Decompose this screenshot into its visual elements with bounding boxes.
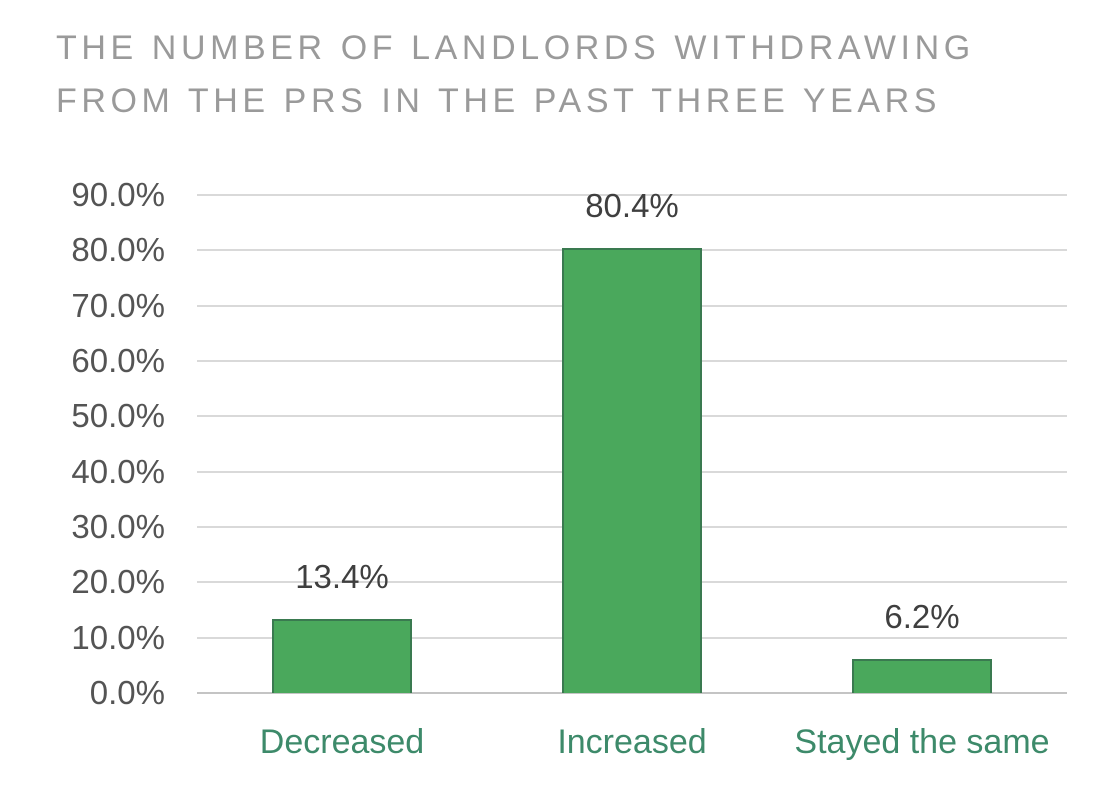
data-label-decreased: 13.4% [295,557,389,595]
data-label-stayed-the-same: 6.2% [884,597,960,635]
data-label-increased: 80.4% [585,187,679,225]
y-tick-label-60.0%: 60.0% [71,342,165,379]
gridline-90.0% [197,194,1067,196]
y-tick-label-90.0%: 90.0% [71,176,165,213]
y-tick-label-80.0%: 80.0% [71,231,165,269]
y-tick-label-50.0%: 50.0% [71,397,165,435]
bar-slot-increased: 80.4% [487,187,777,693]
y-tick-label-70.0%: 70.0% [71,286,165,324]
x-category-label-increased: Increased [557,723,707,761]
gridline-0.0% [197,692,1067,694]
y-tick-label-10.0%: 10.0% [71,618,165,656]
y-tick-label-0.0%: 0.0% [89,674,165,711]
bar-slot-decreased: 13.4% [197,195,487,693]
x-category-label-stayed-the-same: Stayed the same [794,723,1050,761]
chart-title: THE NUMBER OF LANDLORDS WITHDRAWING FROM… [56,22,975,128]
y-tick-label-20.0%: 20.0% [71,563,165,601]
y-tick-label-30.0%: 30.0% [71,508,165,545]
bar-decreased [272,618,412,693]
bar-slot-stayed-the-same: 6.2% [777,195,1067,693]
chart-title-line2: FROM THE PRS IN THE PAST THREE YEARS [56,82,942,120]
bar-stayed-the-same [852,658,992,693]
x-category-label-decreased: Decreased [259,723,425,761]
x-axis: Decreased Increased Stayed the same [197,720,1067,764]
plot-area: 13.4% 80.4% 6.2% [197,187,1067,694]
bar-increased [562,248,702,693]
y-tick-label-40.0%: 40.0% [71,452,165,490]
bars-container: 13.4% 80.4% 6.2% [197,187,1067,693]
chart-title-line1: THE NUMBER OF LANDLORDS WITHDRAWING [56,29,975,67]
y-axis: 90.0% 80.0% 70.0% 60.0% 50.0% 40.0% 30.0% 20.0%… [0,176,165,711]
